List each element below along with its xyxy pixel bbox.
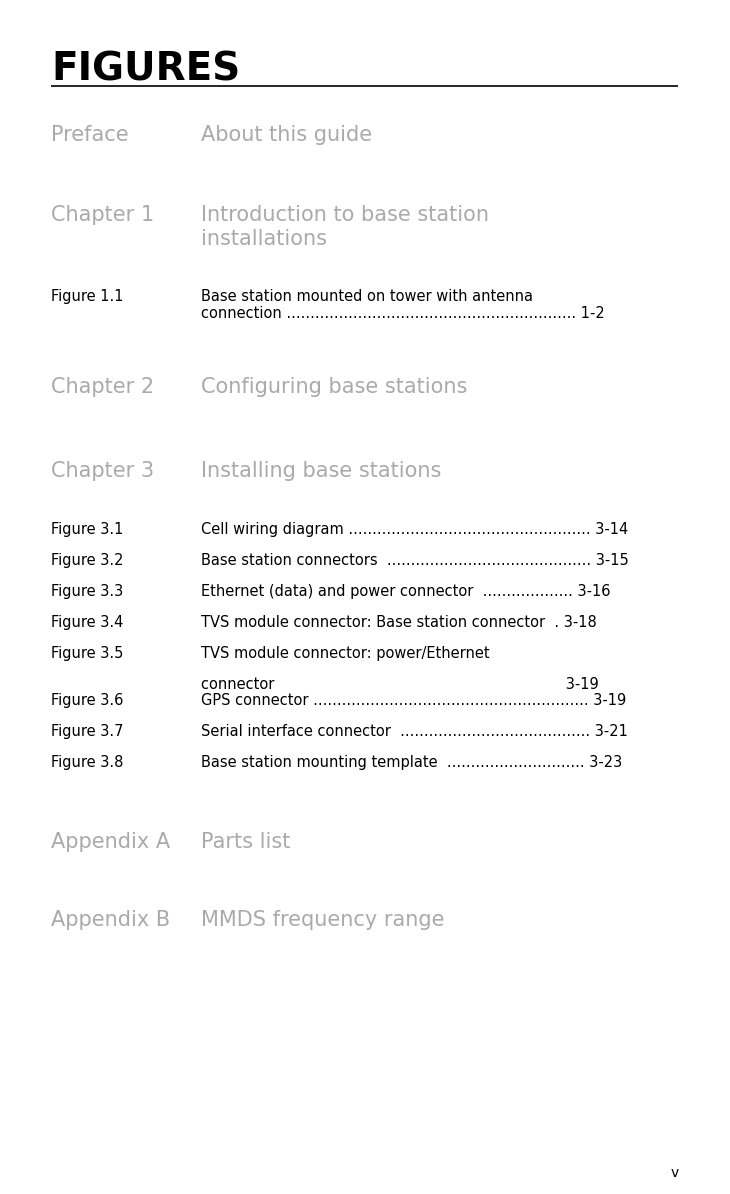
Text: GPS connector .......................................................... 3-19: GPS connector ..........................… xyxy=(201,693,626,708)
Text: Figure 3.5: Figure 3.5 xyxy=(51,646,123,661)
Text: Figure 3.6: Figure 3.6 xyxy=(51,693,123,708)
Text: FIGURES: FIGURES xyxy=(51,50,240,88)
Text: Chapter 3: Chapter 3 xyxy=(51,461,154,481)
Text: Chapter 2: Chapter 2 xyxy=(51,377,154,398)
Text: Figure 3.2: Figure 3.2 xyxy=(51,553,123,568)
Text: connector                                                               3-19: connector 3-19 xyxy=(201,677,599,693)
Text: About this guide: About this guide xyxy=(201,125,372,146)
Text: v: v xyxy=(670,1165,678,1180)
Text: Serial interface connector  ........................................ 3-21: Serial interface connector .............… xyxy=(201,724,629,739)
Text: Appendix A: Appendix A xyxy=(51,832,170,853)
Text: Ethernet (data) and power connector  ................... 3-16: Ethernet (data) and power connector ....… xyxy=(201,584,611,599)
Text: Cell wiring diagram ................................................... 3-14: Cell wiring diagram ....................… xyxy=(201,522,629,537)
Text: Appendix B: Appendix B xyxy=(51,910,170,930)
Text: Introduction to base station
installations: Introduction to base station installatio… xyxy=(201,205,489,248)
Text: Figure 3.7: Figure 3.7 xyxy=(51,724,123,739)
Text: Base station mounted on tower with antenna
connection ..........................: Base station mounted on tower with anten… xyxy=(201,289,605,321)
Text: Figure 3.4: Figure 3.4 xyxy=(51,615,123,630)
Text: Figure 3.8: Figure 3.8 xyxy=(51,755,123,770)
Text: Chapter 1: Chapter 1 xyxy=(51,205,154,226)
Text: TVS module connector: Base station connector  . 3-18: TVS module connector: Base station conne… xyxy=(201,615,597,630)
Text: Base station connectors  ........................................... 3-15: Base station connectors ................… xyxy=(201,553,629,568)
Text: Parts list: Parts list xyxy=(201,832,291,853)
Text: Base station mounting template  ............................. 3-23: Base station mounting template .........… xyxy=(201,755,623,770)
Text: Configuring base stations: Configuring base stations xyxy=(201,377,468,398)
Text: Figure 1.1: Figure 1.1 xyxy=(51,289,123,304)
Text: Preface: Preface xyxy=(51,125,128,146)
Text: TVS module connector: power/Ethernet: TVS module connector: power/Ethernet xyxy=(201,646,490,661)
Text: Installing base stations: Installing base stations xyxy=(201,461,442,481)
Text: MMDS frequency range: MMDS frequency range xyxy=(201,910,445,930)
Text: Figure 3.3: Figure 3.3 xyxy=(51,584,123,599)
Text: Figure 3.1: Figure 3.1 xyxy=(51,522,123,537)
